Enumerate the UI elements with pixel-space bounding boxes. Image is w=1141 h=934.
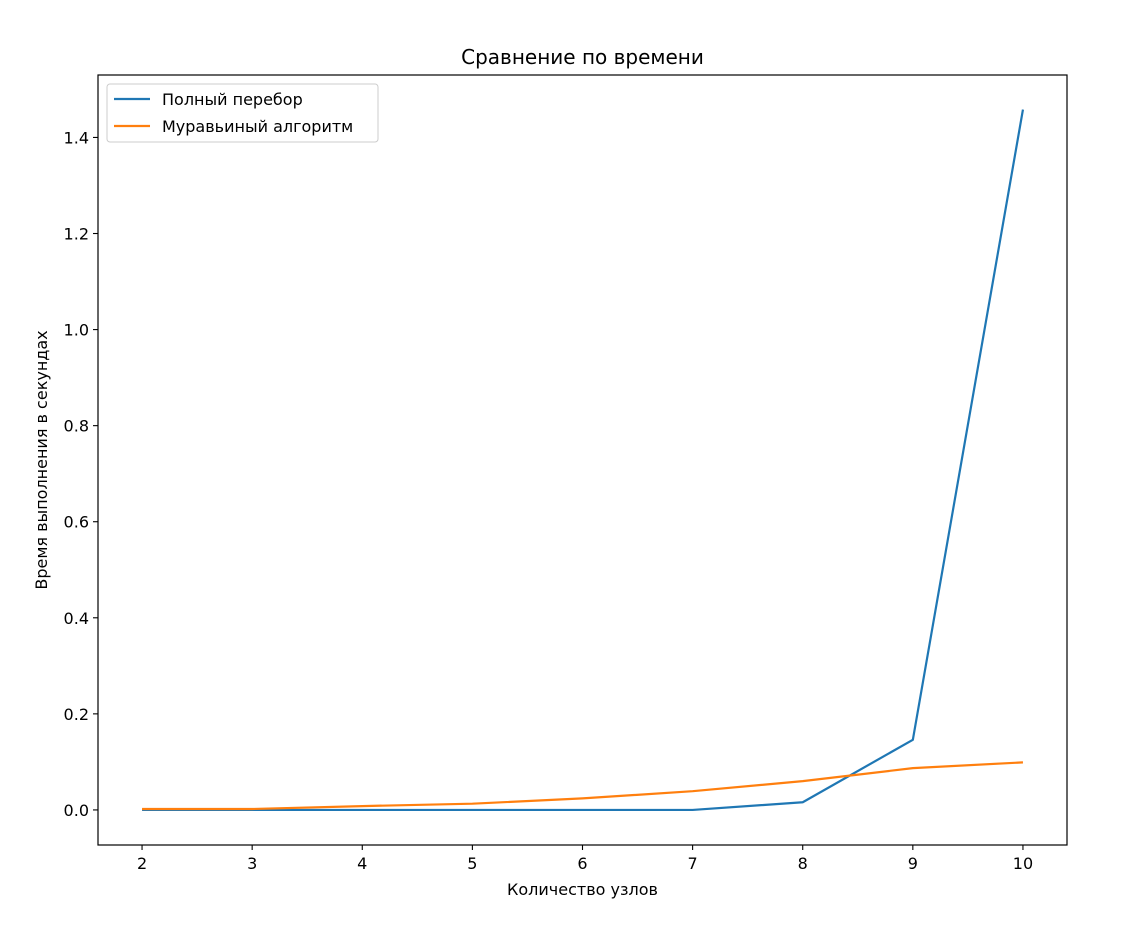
x-axis: 2 3 4 5 6 7 8 9 10 (137, 845, 1033, 873)
legend: Полный перебор Муравьиный алгоритм (106, 83, 379, 143)
series-line-ant-algorithm (142, 761, 1024, 811)
y-tick-label: 0.0 (64, 801, 89, 820)
y-axis: 0.0 0.2 0.4 0.6 0.8 1.0 1.2 1.4 (64, 128, 98, 820)
x-tick-label: 8 (798, 854, 808, 873)
x-tick-label: 10 (1013, 854, 1033, 873)
y-tick-label: 0.6 (64, 513, 89, 532)
x-tick-label: 3 (247, 854, 257, 873)
x-tick-label: 4 (357, 854, 367, 873)
x-tick-label: 6 (577, 854, 587, 873)
legend-label-full-search: Полный перебор (162, 90, 303, 109)
y-tick-label: 1.0 (64, 321, 89, 340)
y-tick-label: 0.4 (64, 609, 89, 628)
y-tick-label: 0.8 (64, 417, 89, 436)
y-axis-label: Время выполнения в секундах (32, 330, 51, 589)
y-tick-label: 0.2 (64, 705, 89, 724)
x-tick-label: 7 (688, 854, 698, 873)
series-lines (142, 109, 1025, 812)
legend-box (106, 83, 379, 143)
chart-title: Сравнение по времени (461, 45, 704, 69)
y-tick-label: 1.4 (64, 128, 89, 147)
series-line-full-search (142, 109, 1025, 812)
y-tick-label: 1.2 (64, 225, 89, 244)
legend-label-ant-algorithm: Муравьиный алгоритм (162, 117, 353, 136)
x-tick-label: 2 (137, 854, 147, 873)
x-tick-label: 5 (467, 854, 477, 873)
x-axis-label: Количество узлов (507, 880, 658, 899)
x-tick-label: 9 (908, 854, 918, 873)
